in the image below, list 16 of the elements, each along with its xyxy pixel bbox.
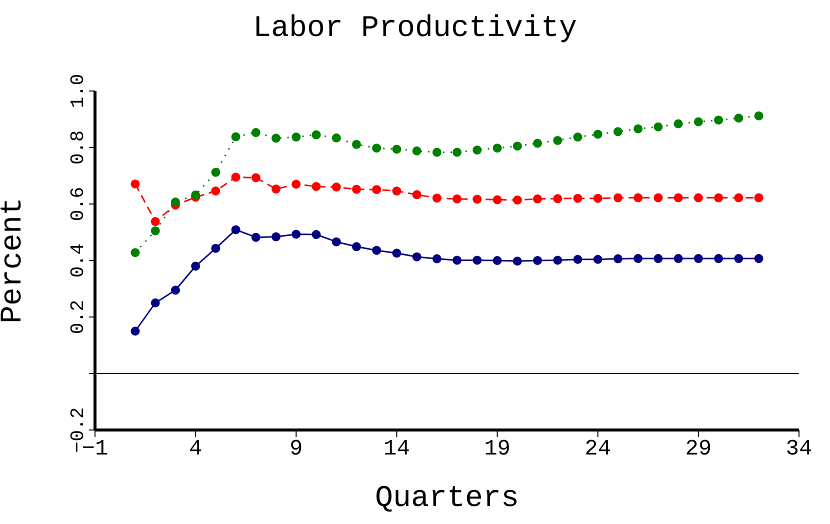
x-tick-label: 29 [685, 436, 712, 462]
x-tick-label: −1 [82, 436, 108, 462]
x-tick-label: 34 [786, 436, 812, 462]
x-tick-label: 24 [584, 436, 612, 462]
x-tick-label: 19 [484, 436, 510, 462]
y-tick-label: 0.4 [67, 243, 89, 278]
y-tick-label: 0.8 [67, 130, 89, 165]
y-tick-label: 1.0 [67, 74, 89, 108]
y-tick-label: 0.2 [67, 300, 89, 334]
x-axis-title: Quarters [374, 482, 520, 516]
y-tick-label: 0.6 [67, 186, 89, 222]
x-tick-label: 4 [188, 436, 202, 462]
chart-title: Labor Productivity [252, 12, 578, 46]
x-tick-label: 14 [384, 436, 410, 462]
y-axis-title: Percent [0, 197, 31, 324]
x-tick-label: 9 [290, 436, 303, 462]
